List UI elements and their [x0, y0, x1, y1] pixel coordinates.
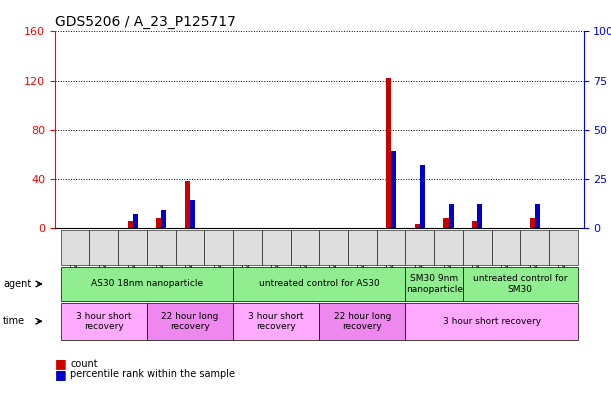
Text: SM30 9nm
nanoparticle: SM30 9nm nanoparticle [406, 274, 463, 294]
Bar [420, 165, 425, 228]
Text: untreated control for
SM30: untreated control for SM30 [473, 274, 568, 294]
Bar [444, 218, 448, 228]
Bar [161, 210, 166, 228]
Bar [190, 200, 195, 228]
Text: percentile rank within the sample: percentile rank within the sample [70, 369, 235, 379]
Bar [185, 181, 190, 228]
Bar [535, 204, 540, 228]
Text: count: count [70, 358, 98, 369]
Bar [472, 220, 477, 228]
Text: 22 hour long
recovery: 22 hour long recovery [161, 312, 219, 331]
Text: untreated control for AS30: untreated control for AS30 [259, 279, 379, 288]
Text: 3 hour short recovery: 3 hour short recovery [442, 317, 541, 326]
Text: time: time [3, 316, 25, 326]
Text: 3 hour short
recovery: 3 hour short recovery [76, 312, 131, 331]
Bar [156, 218, 161, 228]
Text: ■: ■ [55, 367, 67, 381]
Bar [128, 220, 133, 228]
Text: 3 hour short
recovery: 3 hour short recovery [249, 312, 304, 331]
Bar [386, 78, 391, 228]
Text: 22 hour long
recovery: 22 hour long recovery [334, 312, 391, 331]
Text: ■: ■ [55, 357, 67, 370]
Text: agent: agent [3, 279, 31, 289]
Text: GDS5206 / A_23_P125717: GDS5206 / A_23_P125717 [55, 15, 236, 29]
Bar [391, 151, 396, 228]
Bar [448, 204, 453, 228]
Text: AS30 18nm nanoparticle: AS30 18nm nanoparticle [91, 279, 203, 288]
Bar [530, 218, 535, 228]
Bar [133, 214, 137, 228]
Bar [415, 224, 420, 228]
Bar [477, 204, 482, 228]
